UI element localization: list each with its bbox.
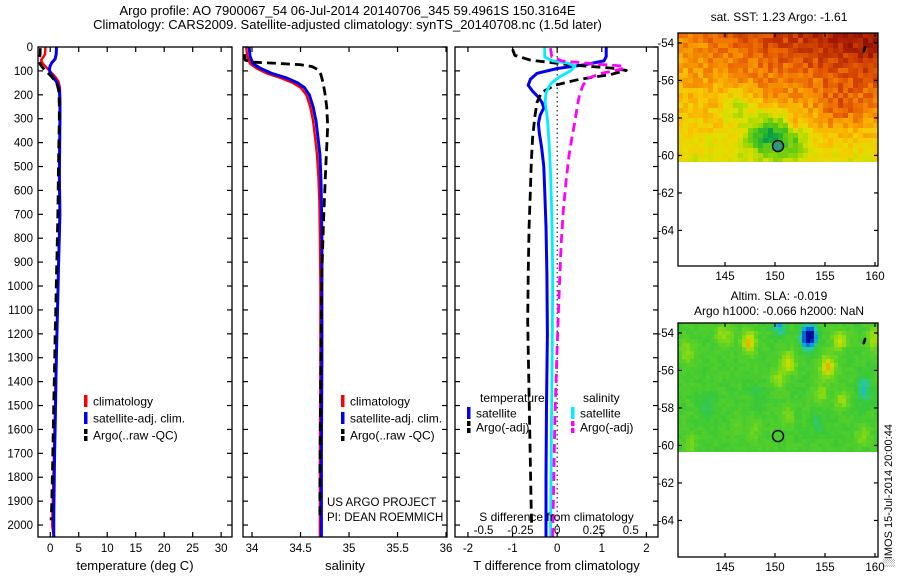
- sst-map-title: sat. SST: 1.23 Argo: -1.61: [710, 10, 848, 24]
- svg-text:satellite: satellite: [476, 407, 517, 421]
- difference-profile: -2 -1 0 1 2 -0.5 -0.25 0 0.25 0.5: [454, 46, 659, 555]
- svg-text:20: 20: [158, 543, 171, 555]
- svg-text:100: 100: [14, 66, 33, 78]
- svg-text:Argo(-adj): Argo(-adj): [476, 421, 529, 435]
- salinity-profile: 34 34.5 35 35.5 36: [242, 46, 453, 555]
- svg-text:1500: 1500: [7, 401, 33, 413]
- svg-text:145: 145: [715, 271, 734, 283]
- svg-text:35.5: 35.5: [386, 543, 408, 555]
- svg-text:1400: 1400: [7, 377, 33, 389]
- t-difference-axis-label: T difference from climatology: [473, 558, 640, 573]
- difference-legend: temperature salinitysatelliteArgo(-adj)sa…: [467, 391, 633, 435]
- svg-text:160: 160: [865, 271, 884, 283]
- svg-text:-54: -54: [657, 328, 674, 340]
- svg-text:satellite-adj. clim.: satellite-adj. clim.: [350, 412, 442, 426]
- svg-text:150: 150: [765, 562, 784, 574]
- svg-text:10: 10: [101, 543, 114, 555]
- svg-text:155: 155: [815, 562, 834, 574]
- imos-timestamp: ░IMOS 15-Jul-2014 20:00:44: [883, 424, 895, 567]
- svg-text:1800: 1800: [7, 472, 33, 484]
- svg-text:155: 155: [815, 271, 834, 283]
- svg-text:145: 145: [715, 562, 734, 574]
- svg-text:-56: -56: [657, 365, 674, 377]
- svg-text:600: 600: [14, 185, 33, 197]
- svg-text:-58: -58: [657, 113, 674, 125]
- svg-text:Argo(..raw -QC): Argo(..raw -QC): [350, 429, 435, 443]
- svg-text:0: 0: [27, 42, 33, 54]
- sst-map: 145 150 155 160 -54 -56 -58 -60 -62 -64: [657, 32, 885, 283]
- svg-text:-60: -60: [657, 150, 674, 162]
- svg-text:-1: -1: [507, 543, 517, 555]
- svg-text:-2: -2: [463, 543, 473, 555]
- figure-title-line1: Argo profile: AO 7900067_54 06-Jul-2014 …: [119, 3, 576, 18]
- svg-text:700: 700: [14, 209, 33, 221]
- svg-text:5: 5: [76, 543, 82, 555]
- svg-text:Argo(..raw -QC): Argo(..raw -QC): [93, 429, 178, 443]
- sla-map-title-line1: Altim. SLA: -0.019: [730, 289, 828, 303]
- svg-text:160: 160: [865, 562, 884, 574]
- svg-text:1600: 1600: [7, 424, 33, 436]
- svg-text:climatology: climatology: [93, 395, 153, 409]
- svg-text:1100: 1100: [8, 305, 33, 317]
- svg-text:-62: -62: [657, 188, 674, 200]
- svg-text:150: 150: [765, 271, 784, 283]
- svg-text:-64: -64: [657, 225, 674, 237]
- svg-text:satellite: satellite: [580, 407, 621, 421]
- temperature-legend: climatology satellite-adj. clim. Argo(..ra…: [84, 395, 185, 443]
- svg-text:35: 35: [343, 543, 356, 555]
- sla-map: 145 150 155 160 -54 -56 -58 -60 -62 -64: [657, 322, 885, 574]
- svg-text:500: 500: [14, 162, 33, 174]
- s-difference-axis-label: S difference from climatology: [479, 510, 634, 524]
- temperature-profile: 0 5 10 15 20 25 300100200300400500600700800900…: [7, 42, 233, 555]
- svg-text:2000: 2000: [7, 520, 33, 532]
- svg-text:25: 25: [186, 543, 199, 555]
- salinity-legend: climatology satellite-adj. clim. Argo(..ra…: [341, 395, 442, 443]
- svg-text:200: 200: [14, 90, 33, 102]
- svg-text:15: 15: [129, 543, 142, 555]
- svg-text:-0.25: -0.25: [507, 525, 533, 537]
- svg-text:-0.5: -0.5: [474, 525, 494, 537]
- svg-text:satellite-adj. clim.: satellite-adj. clim.: [93, 412, 185, 426]
- svg-text:-58: -58: [657, 403, 674, 415]
- project-note: US ARGO PROJECT: [327, 497, 437, 509]
- svg-text:800: 800: [14, 233, 33, 245]
- svg-text:1000: 1000: [7, 281, 33, 293]
- svg-text:1200: 1200: [7, 329, 33, 341]
- svg-text:salinity: salinity: [583, 391, 620, 405]
- svg-text:34: 34: [246, 543, 259, 555]
- svg-text:36: 36: [440, 543, 453, 555]
- pi-note: PI: DEAN ROEMMICH: [327, 512, 444, 524]
- svg-text:0: 0: [554, 525, 560, 537]
- svg-text:-60: -60: [657, 440, 674, 452]
- svg-text:300: 300: [14, 114, 33, 126]
- svg-text:30: 30: [215, 543, 228, 555]
- temperature-axis-label: temperature (deg C): [76, 558, 194, 573]
- svg-text:1: 1: [599, 543, 605, 555]
- sla-map-title-line2: Argo h1000: -0.066 h2000: NaN: [693, 304, 865, 318]
- svg-text:-62: -62: [657, 478, 674, 490]
- svg-text:0.25: 0.25: [583, 525, 605, 537]
- salinity-axis-label: salinity: [325, 558, 365, 573]
- svg-text:400: 400: [14, 138, 33, 150]
- svg-text:34.5: 34.5: [289, 543, 311, 555]
- svg-text:900: 900: [14, 257, 33, 269]
- svg-text:-64: -64: [657, 515, 674, 527]
- figure-title-line2: Climatology: CARS2009. Satellite-adjuste…: [93, 17, 602, 32]
- svg-text:0.5: 0.5: [623, 525, 639, 537]
- svg-text:0: 0: [554, 543, 560, 555]
- svg-text:2: 2: [643, 543, 649, 555]
- svg-text:temperature: temperature: [480, 391, 545, 405]
- svg-text:1700: 1700: [7, 448, 33, 460]
- svg-text:0: 0: [47, 543, 53, 555]
- svg-text:climatology: climatology: [350, 395, 410, 409]
- svg-text:1300: 1300: [7, 353, 33, 365]
- svg-text:1900: 1900: [7, 496, 33, 508]
- svg-text:-54: -54: [657, 38, 674, 50]
- svg-text:-56: -56: [657, 75, 674, 87]
- svg-text:Argo(-adj): Argo(-adj): [580, 421, 633, 435]
